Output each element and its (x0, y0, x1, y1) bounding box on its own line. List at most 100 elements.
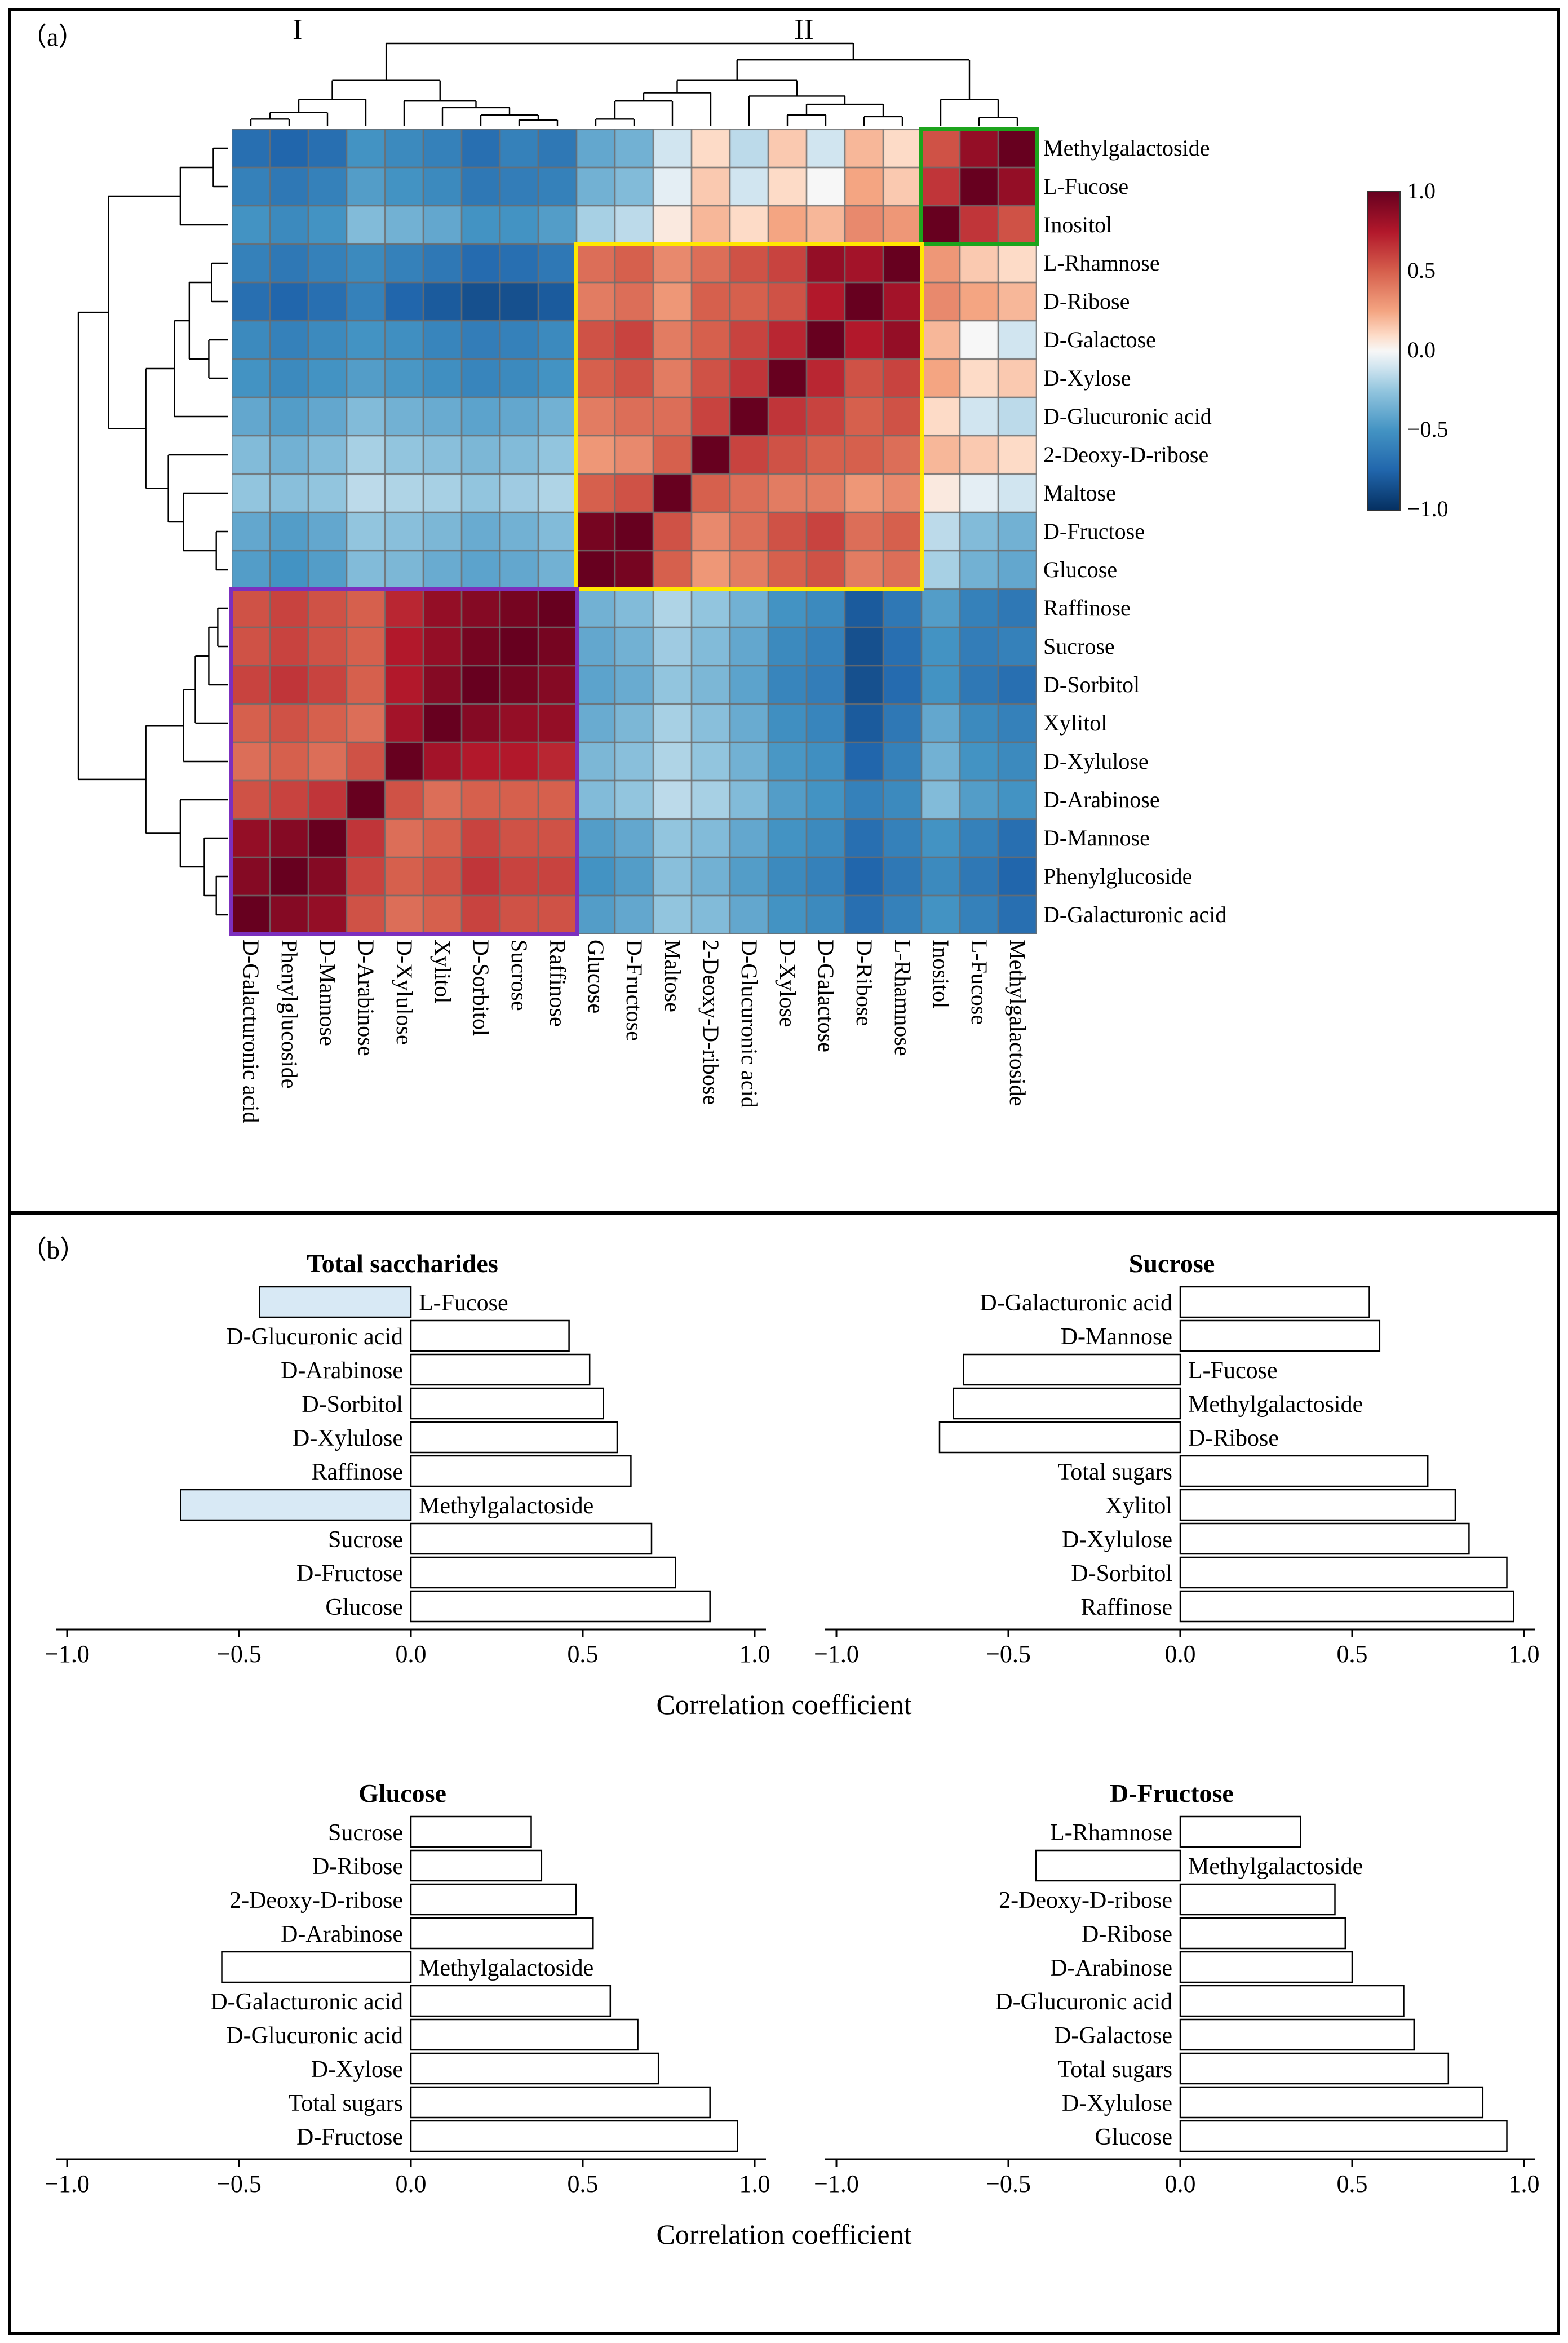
svg-text:D-Xylulose: D-Xylulose (1062, 1527, 1172, 1553)
svg-text:Glucose: Glucose (325, 1595, 403, 1620)
svg-text:L-Rhamnose: L-Rhamnose (1050, 1820, 1172, 1846)
svg-text:D-Glucuronic acid: D-Glucuronic acid (995, 1989, 1172, 2015)
svg-text:D-Xylose: D-Xylose (311, 2057, 403, 2083)
heatmap-col-label: Xylitol (430, 940, 455, 1004)
heatmap-col-label: D-Ribose (852, 940, 877, 1026)
svg-text:−0.5: −0.5 (986, 2170, 1031, 2198)
heatmap-col-label: D-Mannose (315, 940, 340, 1046)
svg-text:D-Sorbitol: D-Sorbitol (1071, 1561, 1172, 1587)
colorbar-tick: 0.0 (1407, 337, 1436, 362)
svg-text:0.5: 0.5 (568, 1640, 599, 1668)
svg-text:D-Xylulose: D-Xylulose (293, 1425, 403, 1451)
heatmap-col-label: D-Arabinose (353, 940, 379, 1056)
heatmap-row-label: Xylitol (1043, 710, 1108, 736)
svg-text:D-Glucuronic acid: D-Glucuronic acid (226, 2023, 403, 2049)
heatmap-row-label: D-Mannose (1043, 825, 1150, 851)
svg-text:D-Mannose: D-Mannose (1061, 1324, 1172, 1350)
svg-text:0.5: 0.5 (568, 2170, 599, 2198)
svg-text:0.5: 0.5 (1337, 1640, 1368, 1668)
chart-glucose: Glucose Sucrose D-Ribose 2-Deoxy-D-ribose D… (28, 1778, 777, 2198)
correlation-heatmap (232, 129, 1037, 934)
total-saccharides-bars: L-Fucose D-Glucuronic acid D-Arabinose D-So… (45, 1286, 770, 1668)
colorbar-tick: 0.5 (1407, 258, 1436, 283)
heatmap-row-label: Inositol (1043, 212, 1113, 237)
chart-total-saccharides: Total saccharides L-Fucose D-Glucuronic a… (28, 1248, 777, 1668)
svg-text:0.0: 0.0 (396, 1640, 427, 1668)
svg-text:Total sugars: Total sugars (288, 2090, 403, 2116)
heatmap-col-label: Glucose (583, 940, 609, 1014)
cluster-box-yellow (574, 242, 924, 591)
cluster-box-green (919, 127, 1039, 246)
svg-text:2-Deoxy-D-ribose: 2-Deoxy-D-ribose (999, 1888, 1172, 1914)
heatmap-row-label: D-Xylose (1043, 365, 1131, 391)
colorbar (1367, 191, 1401, 511)
svg-text:D-Ribose: D-Ribose (312, 1854, 403, 1880)
heatmap-col-label: Methylgalactoside (1005, 940, 1030, 1106)
colorbar-tick: −0.5 (1407, 417, 1449, 442)
heatmap-row-label: Methylgalactoside (1043, 135, 1210, 161)
heatmap-col-label: D-Xylose (775, 940, 800, 1027)
svg-text:D-Fructose: D-Fructose (296, 1561, 403, 1587)
svg-text:−0.5: −0.5 (216, 2170, 262, 2198)
heatmap-row-label: Raffinose (1043, 595, 1131, 621)
left-dendrogram (77, 147, 228, 916)
svg-text:Raffinose: Raffinose (1080, 1595, 1172, 1620)
svg-text:Total sugars: Total sugars (1057, 1459, 1172, 1485)
svg-text:D-Arabinose: D-Arabinose (1050, 1955, 1172, 1981)
svg-text:D-Galacturonic acid: D-Galacturonic acid (210, 1989, 403, 2015)
svg-text:−0.5: −0.5 (216, 1640, 262, 1668)
cluster-label-II: II (794, 14, 814, 46)
x-axis-label-bottom: Correlation coefficient (656, 2218, 912, 2250)
svg-text:0.0: 0.0 (1165, 2170, 1196, 2198)
svg-text:0.0: 0.0 (1165, 1640, 1196, 1668)
heatmap-row-label: Maltose (1043, 480, 1116, 506)
svg-text:Xylitol: Xylitol (1105, 1493, 1172, 1519)
svg-text:0.0: 0.0 (396, 2170, 427, 2198)
svg-text:Methylgalactoside: Methylgalactoside (419, 1493, 593, 1519)
heatmap-col-label: D-Xylulose (392, 940, 417, 1045)
heatmap-col-label: Raffinose (545, 940, 570, 1027)
heatmap-row-label: D-Galacturonic acid (1043, 902, 1227, 927)
heatmap-row-label: Phenylglucoside (1043, 863, 1193, 889)
panel-a-heatmap: （a） I II Methylgalactoside L-Fucose Inosit… (8, 8, 1560, 1214)
svg-text:D-Galactose: D-Galactose (1054, 2023, 1172, 2049)
heatmap-row-label: L-Rhamnose (1043, 250, 1160, 276)
heatmap-col-label: D-Glucuronic acid (737, 940, 762, 1108)
svg-text:D-Ribose: D-Ribose (1082, 1921, 1172, 1947)
svg-text:1.0: 1.0 (1509, 1640, 1540, 1668)
heatmap-col-label: D-Sorbitol (468, 940, 494, 1037)
heatmap-col-label: Sucrose (507, 940, 532, 1011)
chart-sucrose: Sucrose D-Galacturonic acid D-Mannose L-Fu… (797, 1248, 1547, 1668)
heatmap-row-label: L-Fucose (1043, 174, 1129, 199)
svg-text:−1.0: −1.0 (45, 2170, 90, 2198)
colorbar-tick: −1.0 (1407, 496, 1449, 521)
cluster-box-purple (229, 587, 579, 936)
svg-text:1.0: 1.0 (739, 1640, 770, 1668)
heatmap-row-label: D-Xylulose (1043, 748, 1149, 774)
heatmap-col-label: D-Galacturonic acid (238, 940, 264, 1123)
svg-text:Sucrose: Sucrose (328, 1527, 403, 1553)
chart-title-d-fructose: D-Fructose (1110, 1779, 1234, 1808)
sucrose-bars: D-Galacturonic acid D-Mannose L-Fucose Meth… (814, 1286, 1540, 1668)
heatmap-row-label: Sucrose (1043, 634, 1115, 659)
svg-text:Sucrose: Sucrose (328, 1820, 403, 1846)
svg-text:D-Arabinose: D-Arabinose (281, 1358, 403, 1384)
svg-text:1.0: 1.0 (739, 2170, 770, 2198)
svg-text:Methylgalactoside: Methylgalactoside (1188, 1854, 1363, 1880)
colorbar-tick: 1.0 (1407, 178, 1436, 203)
svg-text:D-Galacturonic acid: D-Galacturonic acid (980, 1290, 1172, 1316)
heatmap-col-label: L-Fucose (967, 940, 992, 1025)
svg-text:Methylgalactoside: Methylgalactoside (419, 1955, 593, 1981)
svg-text:−1.0: −1.0 (814, 1640, 859, 1668)
top-dendrogram (250, 42, 1018, 126)
chart-title-total-saccharides: Total saccharides (307, 1249, 498, 1278)
heatmap-row-label: D-Fructose (1043, 519, 1145, 544)
panel-a-label: （a） (21, 23, 85, 51)
svg-text:D-Glucuronic acid: D-Glucuronic acid (226, 1324, 403, 1350)
svg-text:L-Fucose: L-Fucose (419, 1290, 508, 1316)
svg-text:Methylgalactoside: Methylgalactoside (1188, 1392, 1363, 1418)
svg-text:Glucose: Glucose (1095, 2124, 1172, 2150)
heatmap-row-label: D-Galactose (1043, 327, 1156, 352)
svg-text:L-Fucose: L-Fucose (1188, 1358, 1278, 1384)
